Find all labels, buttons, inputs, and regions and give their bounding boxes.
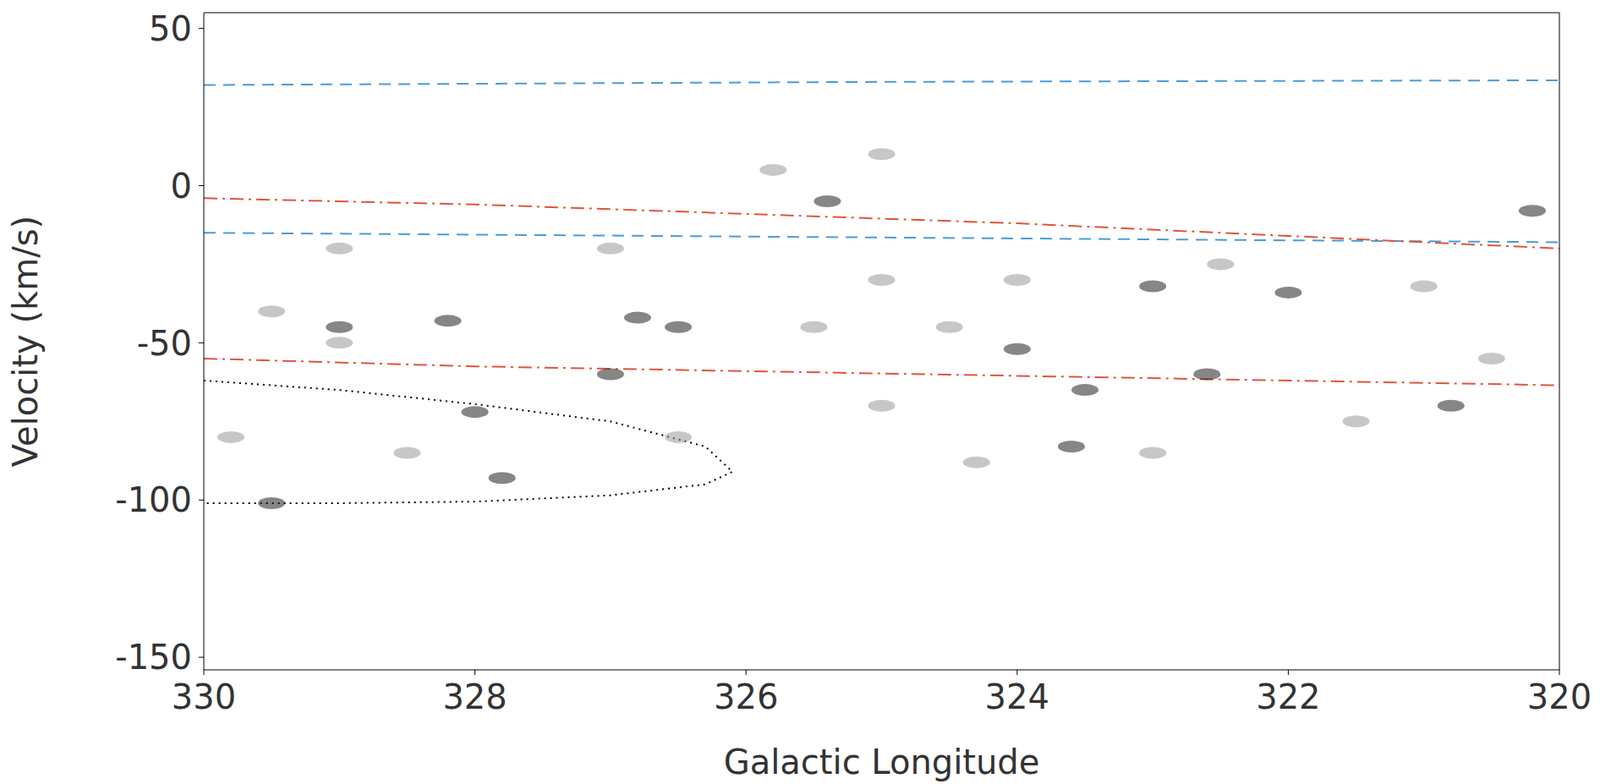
svg-text:-100: -100	[115, 480, 192, 520]
svg-text:328: 328	[442, 677, 507, 717]
svg-text:Galactic Longitude: Galactic Longitude	[723, 742, 1041, 782]
svg-text:326: 326	[713, 677, 779, 717]
svg-text:324: 324	[985, 677, 1050, 717]
svg-text:320: 320	[1527, 677, 1592, 717]
svg-text:0: 0	[170, 166, 192, 206]
svg-text:50: 50	[148, 9, 192, 49]
svg-text:-150: -150	[115, 637, 192, 677]
svg-text:330: 330	[171, 677, 236, 717]
svg-text:-50: -50	[136, 323, 192, 363]
svg-text:322: 322	[1255, 677, 1321, 717]
svg-text:Velocity (km/s): Velocity (km/s)	[5, 215, 45, 467]
